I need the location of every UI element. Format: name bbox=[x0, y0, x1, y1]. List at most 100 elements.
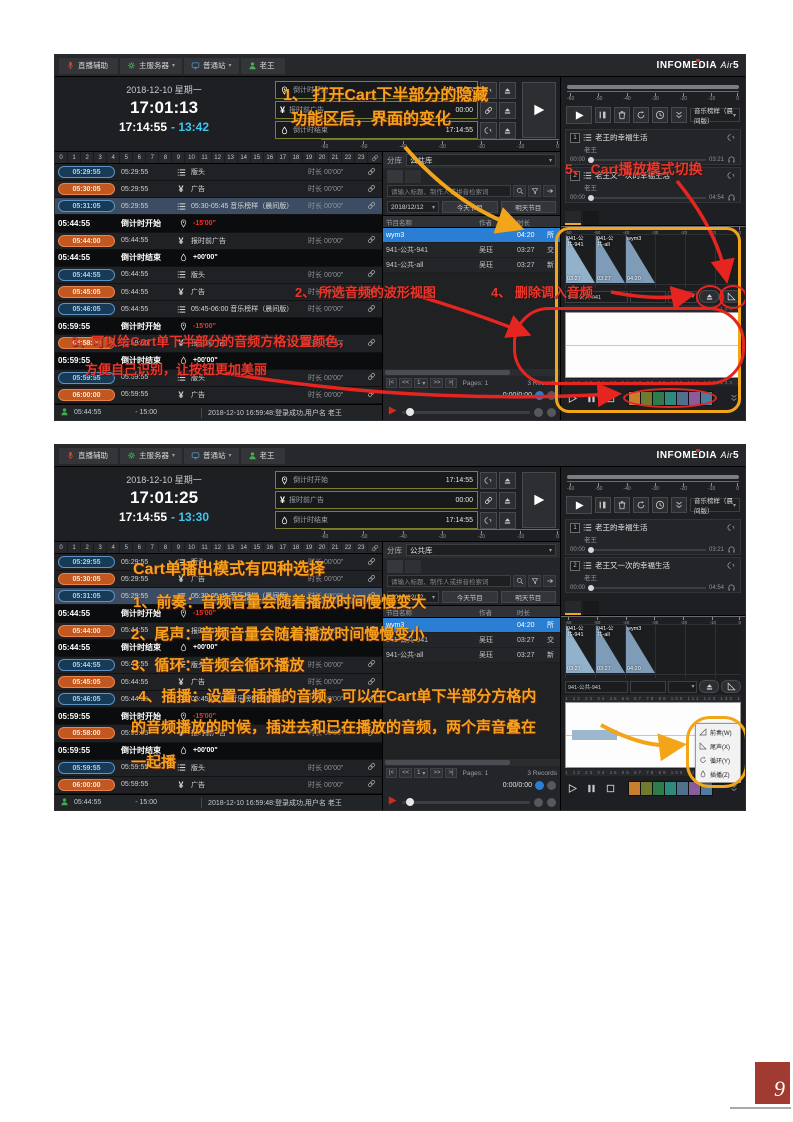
next-page-button[interactable]: >> bbox=[430, 768, 444, 778]
eject-button[interactable] bbox=[499, 471, 516, 489]
chevron-double-down-icon[interactable] bbox=[729, 393, 739, 403]
countdown-field[interactable]: 倒计时开始 17:14:55 bbox=[275, 471, 478, 489]
seek-slider[interactable] bbox=[402, 408, 530, 416]
unlink-icon[interactable] bbox=[727, 523, 736, 532]
color-swatch[interactable] bbox=[677, 391, 688, 405]
library-row[interactable]: wym3 04:20 所 bbox=[383, 618, 560, 633]
last-page-button[interactable]: >| bbox=[445, 768, 457, 778]
page-number-select[interactable]: 1 ▾ bbox=[414, 378, 429, 388]
hour-cell[interactable]: 23 bbox=[355, 542, 369, 553]
color-swatch[interactable] bbox=[629, 781, 640, 795]
hour-cell[interactable]: 8 bbox=[159, 152, 173, 163]
pause-button[interactable] bbox=[595, 497, 611, 513]
eject-button[interactable] bbox=[499, 101, 516, 119]
hour-cell[interactable]: 20 bbox=[316, 542, 329, 553]
hour-cell[interactable]: 9 bbox=[172, 542, 186, 553]
hour-cell[interactable]: 7 bbox=[146, 152, 160, 163]
color-swatch[interactable] bbox=[701, 391, 712, 405]
hour-cell[interactable]: 15 bbox=[251, 542, 264, 553]
queue-item-slider[interactable] bbox=[588, 156, 706, 163]
color-swatch[interactable] bbox=[653, 781, 664, 795]
hour-cell[interactable]: 6 bbox=[133, 152, 147, 163]
cart-cell[interactable]: 941-公 共-941 03:27 bbox=[566, 235, 595, 283]
search-input[interactable]: 请输入标题、制作人或拼音检索词 bbox=[387, 575, 511, 587]
hour-cell[interactable]: 22 bbox=[342, 542, 356, 553]
seek-slider[interactable] bbox=[402, 798, 530, 806]
hour-cell[interactable]: 18 bbox=[290, 542, 303, 553]
play-mode-button[interactable] bbox=[721, 680, 741, 693]
hour-cell[interactable]: 17 bbox=[277, 542, 290, 553]
link-toggle-button[interactable] bbox=[480, 121, 497, 139]
cart-grid[interactable]: 941-公 共-941 03:27 941-公 共-all 03:27 wym3 bbox=[565, 234, 741, 288]
library-row[interactable]: 941-公共-941 吴珏 03:27 交 bbox=[383, 243, 560, 258]
eject-button[interactable] bbox=[499, 121, 516, 139]
library-row[interactable]: 941-公共-all 吴珏 03:27 新 bbox=[383, 648, 560, 663]
preview-play-button[interactable] bbox=[387, 793, 398, 810]
toolbar-button[interactable]: 直播辅助 bbox=[59, 447, 118, 464]
playlist-row[interactable]: 05:29:55 05:29:55 版头 时长 00'00" bbox=[55, 554, 382, 572]
toolbar-button[interactable]: 主服务器 ▾ bbox=[120, 57, 183, 74]
countdown-field[interactable]: 倒计时结束 17:14:55 bbox=[275, 511, 478, 529]
selected-audio-field[interactable]: 941-公共-941 bbox=[565, 680, 629, 693]
preview-play-button[interactable] bbox=[387, 403, 398, 420]
hour-cell[interactable]: 10 bbox=[185, 152, 199, 163]
player-round-button[interactable] bbox=[547, 797, 556, 807]
playlist-row[interactable]: 05:59:55 倒计时开始 -15'00" bbox=[55, 708, 382, 726]
queue-item-slider[interactable] bbox=[588, 584, 706, 591]
hour-cell[interactable]: 18 bbox=[290, 152, 303, 163]
hour-cell[interactable]: 3 bbox=[94, 542, 108, 553]
playlist-row[interactable]: 05:45:05 05:44:55 ¥ 广告 时长 00'00" bbox=[55, 673, 382, 692]
cart-queue-item[interactable]: 2 老王又一次的幸福生活 老王 00:00 04:54 bbox=[565, 557, 741, 593]
playlist-row[interactable]: 05:58:00 05:59:55 ¥ 报时前广告 时长 00'00" bbox=[55, 335, 382, 353]
playlist-row[interactable]: 05:59:55 倒计时结束 +00'00" bbox=[55, 742, 382, 760]
player-round-button[interactable] bbox=[534, 407, 543, 417]
playlist-row[interactable]: 05:44:55 倒计时结束 +00'00" bbox=[55, 639, 382, 657]
play-outline-icon[interactable] bbox=[567, 783, 578, 794]
program-dropdown[interactable]: 音乐榜样（晨间版） ▾ bbox=[690, 108, 740, 125]
master-play-button[interactable] bbox=[522, 472, 556, 528]
playlist-row[interactable]: 05:30:05 05:29:55 ¥ 广告 时长 00'00" bbox=[55, 571, 382, 589]
arrow-right-icon[interactable] bbox=[543, 185, 556, 197]
hour-cell[interactable]: 11 bbox=[199, 152, 212, 163]
playlist-row[interactable]: 06:00:00 05:59:55 ¥ 广告 时长 00'00" bbox=[55, 386, 382, 404]
hour-cell[interactable]: 0 bbox=[55, 542, 69, 553]
playlist-row[interactable]: 05:44:00 05:44:55 ¥ 报时前广告 时长 00'00" bbox=[55, 232, 382, 250]
master-play-button[interactable] bbox=[522, 82, 556, 138]
queue-item-slider[interactable] bbox=[588, 194, 706, 201]
color-swatch[interactable] bbox=[641, 781, 652, 795]
playlist-row[interactable]: 05:59:55 05:59:55 版头 时长 00'00" bbox=[55, 759, 382, 777]
playlist-row[interactable]: 05:31:05 05:29:55 05:30-05:45 音乐榜样（晨间版） … bbox=[55, 588, 382, 606]
hour-cell[interactable]: 21 bbox=[329, 152, 343, 163]
hour-cell[interactable]: 7 bbox=[146, 542, 160, 553]
waveform-view[interactable] bbox=[565, 312, 741, 378]
tomorrow-button[interactable]: 明天节目 bbox=[500, 201, 556, 213]
library-row[interactable]: 941-公共-all 吴珏 03:27 新 bbox=[383, 258, 560, 273]
stop-icon[interactable] bbox=[605, 393, 616, 404]
cart-tab[interactable] bbox=[583, 211, 599, 225]
countdown-field[interactable]: 倒计时开始 17:14:55 bbox=[275, 81, 478, 99]
unlink-icon[interactable] bbox=[727, 171, 736, 180]
funnel-icon[interactable] bbox=[528, 575, 541, 587]
next-page-button[interactable]: >> bbox=[430, 378, 444, 388]
countdown-field[interactable]: ¥ 报时前广告 00:00 bbox=[275, 101, 478, 119]
color-swatch[interactable] bbox=[653, 391, 664, 405]
library-tab[interactable] bbox=[405, 170, 421, 183]
toolbar-button[interactable]: 普通站 ▾ bbox=[184, 57, 239, 74]
link-toggle-button[interactable] bbox=[480, 101, 497, 119]
color-swatch[interactable] bbox=[665, 391, 676, 405]
color-swatch[interactable] bbox=[629, 391, 640, 405]
hour-cell[interactable]: 4 bbox=[107, 542, 121, 553]
arrow-right-icon[interactable] bbox=[543, 575, 556, 587]
player-round-button[interactable] bbox=[535, 391, 544, 400]
toolbar-button[interactable]: 普通站 ▾ bbox=[184, 447, 239, 464]
library-group-select[interactable]: 公共库 ▾ bbox=[406, 154, 556, 166]
program-dropdown[interactable]: 音乐榜样（晨间版） ▾ bbox=[690, 498, 740, 515]
toolbar-button[interactable]: 老王 bbox=[240, 447, 285, 464]
playlist-row[interactable]: 05:44:00 05:44:55 ¥ 报时前广告 时长 00'00" bbox=[55, 622, 382, 640]
trash-icon[interactable] bbox=[614, 107, 630, 123]
eject-button[interactable] bbox=[499, 81, 516, 99]
context-menu-item[interactable]: 循环(Y) bbox=[696, 753, 740, 767]
playlist-row[interactable]: 05:46:05 05:44:55 05:45-06:00 音乐榜样（晨间版） … bbox=[55, 301, 382, 319]
color-swatch[interactable] bbox=[701, 781, 712, 795]
hour-cell[interactable]: 5 bbox=[120, 152, 134, 163]
